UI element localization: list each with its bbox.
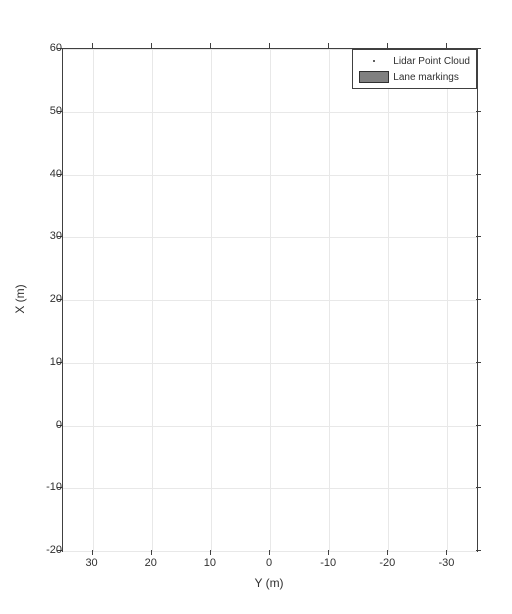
grid-line-horizontal [63,363,477,364]
x-tick [151,43,152,48]
x-tick-label: -30 [438,557,454,569]
y-tick [476,111,481,112]
x-tick [269,43,270,48]
y-tick-label: -10 [0,481,62,493]
x-tick [328,43,329,48]
x-tick-label: 0 [266,557,272,569]
x-tick [328,550,329,555]
y-tick [476,236,481,237]
grid-line-horizontal [63,426,477,427]
x-axis-label: Y (m) [254,576,283,590]
y-tick [476,174,481,175]
legend-swatch-dot-icon [359,54,389,68]
grid-line-horizontal [63,300,477,301]
x-tick [446,43,447,48]
y-tick [476,487,481,488]
y-tick [476,550,481,551]
x-tick [151,550,152,555]
grid-line-horizontal [63,488,477,489]
y-tick-label: 50 [0,105,62,117]
legend: Lidar Point Cloud Lane markings [352,49,477,89]
x-tick [92,43,93,48]
x-tick-label: 20 [145,557,157,569]
y-tick-label: 20 [0,293,62,305]
y-tick-label: 30 [0,230,62,242]
legend-entry-lane: Lane markings [359,69,470,85]
x-tick [269,550,270,555]
y-tick [476,299,481,300]
y-tick [476,362,481,363]
y-tick-label: 0 [0,419,62,431]
x-tick-label: 10 [204,557,216,569]
grid-line-horizontal [63,175,477,176]
x-tick-label: 30 [85,557,97,569]
x-tick [210,550,211,555]
legend-label: Lane markings [393,72,459,83]
y-tick [476,425,481,426]
legend-label: Lidar Point Cloud [393,56,470,67]
x-tick-label: -10 [320,557,336,569]
y-tick-label: 40 [0,168,62,180]
plot-area [62,48,478,552]
x-tick [446,550,447,555]
y-tick [476,48,481,49]
figure: Lidar Point Cloud Lane markings Y (m) X … [0,0,512,614]
y-tick-label: 60 [0,42,62,54]
legend-swatch-patch-icon [359,70,389,84]
grid-line-horizontal [63,112,477,113]
x-tick [92,550,93,555]
x-tick [387,550,388,555]
x-tick [210,43,211,48]
x-tick-label: -20 [379,557,395,569]
grid-line-horizontal [63,237,477,238]
y-tick-label: -20 [0,544,62,556]
y-tick-label: 10 [0,356,62,368]
grid-line-horizontal [63,551,477,552]
legend-entry-lidar: Lidar Point Cloud [359,53,470,69]
x-tick [387,43,388,48]
